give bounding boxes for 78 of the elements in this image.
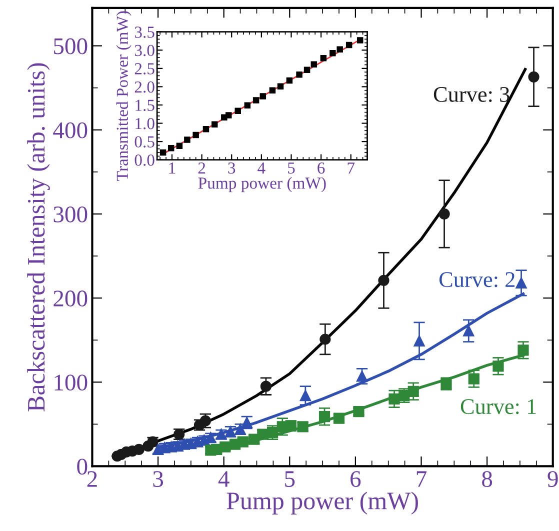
point	[333, 412, 345, 424]
point	[202, 126, 210, 132]
point	[336, 46, 343, 53]
point	[252, 97, 260, 104]
point	[192, 132, 199, 138]
y-tick-label: 100	[54, 374, 88, 391]
y-tick-label: 300	[54, 206, 88, 222]
point	[463, 325, 474, 336]
x-tick-label: 3	[153, 471, 164, 487]
y-tick-label: 3.5	[134, 26, 154, 38]
x-tick-label: 4	[258, 162, 266, 174]
point	[160, 149, 166, 156]
point	[320, 334, 331, 345]
point	[286, 77, 293, 84]
y-tick-label: 2.0	[134, 81, 154, 93]
y-axis-title: Backscattered Intensity (arb. units)	[27, 63, 50, 412]
x-axis-title: Pump power (mW)	[226, 492, 418, 514]
point	[269, 87, 276, 94]
y-tick-label: 1.5	[136, 100, 154, 112]
y-tick-label: 3.0	[134, 44, 154, 56]
point	[408, 386, 419, 397]
x-tick-label: 5	[288, 162, 295, 174]
y-tick-label: 500	[54, 38, 88, 54]
y-tick-label: 1.0	[136, 118, 154, 130]
point	[234, 108, 241, 114]
point	[260, 93, 266, 100]
y-tick-label: 0	[77, 458, 88, 475]
x-tick-label: 5	[285, 471, 295, 487]
x-tick-label: 7	[416, 471, 426, 487]
point	[133, 444, 145, 455]
point	[516, 277, 527, 288]
point	[346, 42, 352, 48]
point	[388, 393, 400, 405]
y-tick-label: 0.0	[134, 154, 154, 166]
y-tick-label: 400	[53, 122, 88, 138]
y-tick-label: 0.5	[134, 136, 154, 148]
x-tick-label: 6	[318, 162, 325, 174]
point	[260, 380, 272, 392]
x-tick-label: 3	[228, 162, 236, 174]
x-tick-label: 7	[348, 162, 355, 174]
point	[353, 406, 364, 418]
y-axis-title: Transmitted Power (mW)	[116, 11, 132, 181]
point	[226, 112, 232, 118]
point	[356, 370, 368, 382]
x-tick-label: 8	[482, 471, 492, 487]
point	[318, 411, 330, 422]
point	[304, 66, 310, 74]
y-tick-label: 2.5	[134, 63, 154, 74]
point	[438, 208, 450, 220]
x-tick-label: 2	[87, 471, 97, 487]
point	[184, 136, 190, 143]
x-tick-label: 6	[350, 471, 361, 487]
point	[211, 121, 218, 128]
x-tick-label: 1	[169, 162, 176, 174]
x-tick-label: 9	[548, 471, 558, 487]
y-tick-label: 200	[54, 290, 88, 306]
point	[296, 72, 302, 78]
x-axis-title: Pump power (mW)	[198, 177, 326, 192]
point	[330, 50, 336, 56]
point	[356, 37, 364, 44]
point	[176, 142, 183, 150]
point	[320, 55, 327, 62]
x-tick-label: 2	[198, 162, 206, 174]
point	[277, 83, 284, 90]
point	[528, 71, 540, 82]
point	[244, 102, 251, 108]
point	[168, 145, 174, 152]
point	[468, 373, 480, 384]
point	[518, 344, 529, 356]
point	[300, 390, 311, 402]
series-label: Curve: 3	[434, 86, 510, 102]
x-tick-label: 4	[218, 471, 230, 487]
point	[414, 335, 425, 346]
point	[310, 61, 318, 68]
point	[378, 274, 390, 286]
series-label: Curve: 1	[460, 399, 536, 414]
point	[492, 360, 504, 372]
series-label: Curve: 2	[439, 272, 514, 288]
